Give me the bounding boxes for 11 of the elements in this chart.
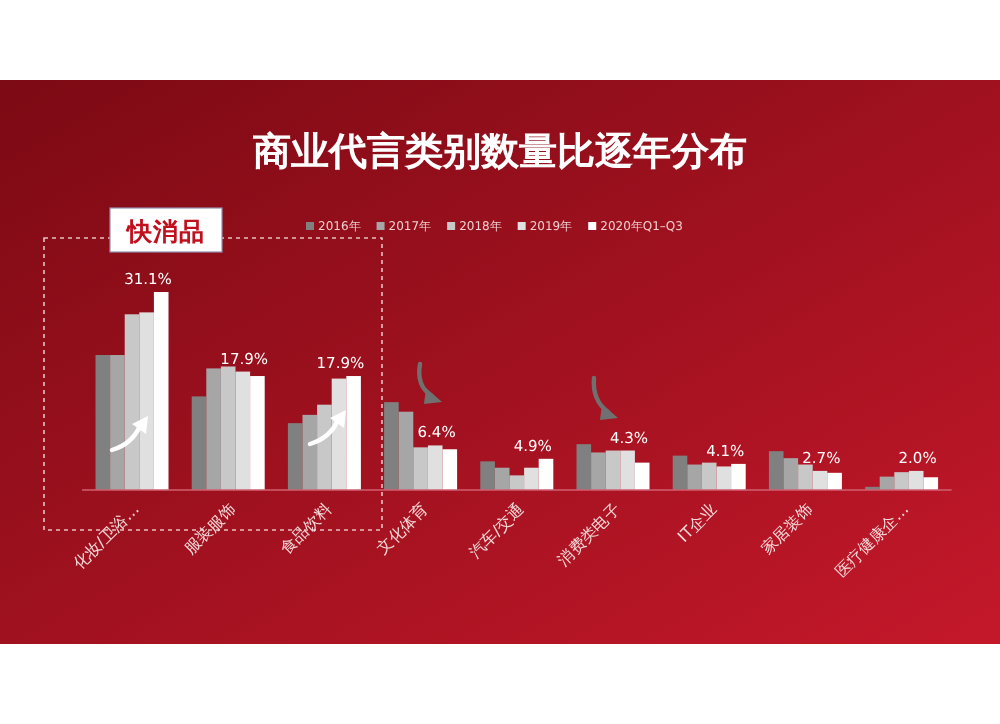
x-tick-label: 食品饮料 [277, 500, 336, 559]
x-tick-label: 汽车/交通 [465, 500, 528, 562]
x-tick-label: 化妆/卫浴… [69, 500, 143, 574]
chart-title: 商业代言类别数量比逐年分布 [251, 130, 747, 174]
x-tick-label: IT企业 [674, 500, 721, 546]
x-tick-label: 医疗健康企… [831, 500, 913, 581]
x-tick-label: 消费类电子 [554, 500, 624, 570]
x-tick-label: 文化体育 [373, 500, 432, 559]
text: 快消品 [125, 216, 205, 246]
x-tick-label: 服装服饰 [181, 500, 240, 559]
x-tick-label: 家居装饰 [758, 500, 817, 559]
